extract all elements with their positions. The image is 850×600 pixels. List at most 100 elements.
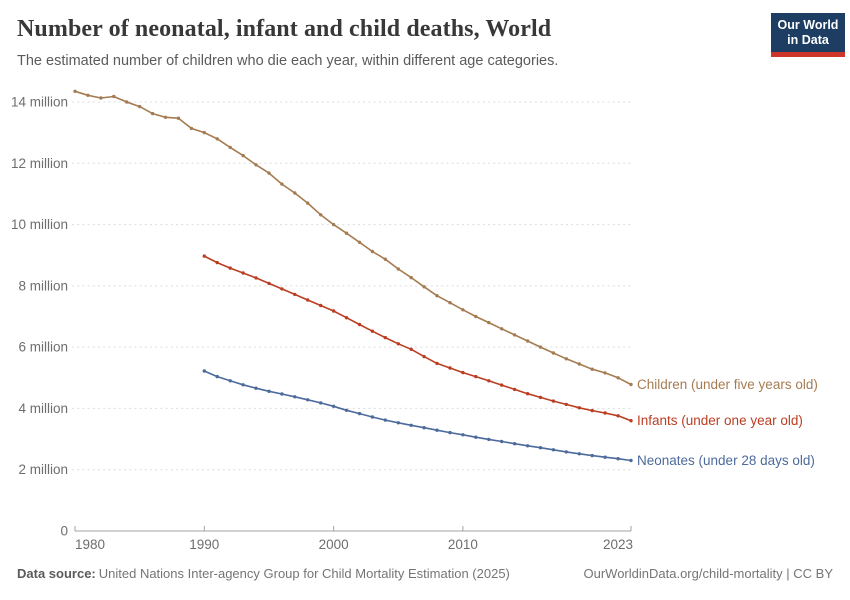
chart-footer: Data source: United Nations Inter-agency …: [17, 566, 833, 581]
data-point-infants-under-one: [331, 309, 336, 313]
data-point-children-under-five: [99, 96, 103, 100]
data-point-infants-under-one: [383, 335, 387, 340]
data-point-infants-under-one: [422, 354, 426, 359]
series-line-children-under-five: [74, 90, 632, 386]
data-point-children-under-five: [383, 257, 387, 261]
data-point-neonates-under-28-days: [487, 437, 491, 442]
data-point-infants-under-one: [293, 292, 297, 297]
data-point-infants-under-one: [215, 260, 219, 265]
data-point-infants-under-one: [306, 298, 310, 302]
data-point-children-under-five: [215, 137, 219, 141]
data-point-neonates-under-28-days: [448, 430, 452, 435]
owid-logo: Our World in Data: [771, 13, 845, 57]
data-point-children-under-five: [538, 345, 543, 349]
owid-logo-line2: in Data: [787, 33, 829, 47]
data-point-infants-under-one: [461, 370, 465, 375]
data-point-neonates-under-28-days: [254, 386, 258, 390]
data-point-infants-under-one: [396, 342, 400, 346]
data-point-children-under-five: [228, 145, 232, 150]
data-point-neonates-under-28-days: [500, 439, 504, 444]
y-axis-tick-label: 2 million: [18, 462, 68, 477]
y-axis-tick-label: 0: [60, 524, 68, 539]
y-axis-tick-label: 4 million: [18, 401, 68, 416]
data-point-children-under-five: [293, 191, 297, 195]
data-point-neonates-under-28-days: [590, 453, 594, 458]
data-point-children-under-five: [189, 126, 194, 131]
data-point-infants-under-one: [254, 276, 258, 280]
data-point-children-under-five: [138, 104, 142, 109]
data-point-children-under-five: [112, 94, 116, 99]
data-point-children-under-five: [487, 320, 491, 325]
data-point-infants-under-one: [487, 379, 491, 383]
data-point-neonates-under-28-days: [616, 457, 620, 461]
data-point-neonates-under-28-days: [267, 389, 271, 393]
data-point-infants-under-one: [629, 419, 633, 423]
series-label-infants-under-one: Infants (under one year old): [637, 413, 803, 428]
data-point-children-under-five: [525, 339, 530, 343]
owid-logo-line1: Our World: [777, 18, 839, 32]
data-point-neonates-under-28-days: [629, 458, 633, 463]
data-point-children-under-five: [254, 163, 258, 167]
data-point-neonates-under-28-days: [422, 426, 426, 430]
data-point-neonates-under-28-days: [603, 455, 607, 459]
attribution-link[interactable]: OurWorldinData.org/child-mortality | CC …: [583, 566, 834, 581]
data-point-infants-under-one: [538, 395, 543, 400]
data-point-children-under-five: [474, 314, 478, 319]
data-point-infants-under-one: [241, 271, 245, 275]
x-axis-tick-label: 1990: [189, 537, 219, 552]
data-point-children-under-five: [241, 153, 245, 158]
data-point-children-under-five: [370, 249, 375, 254]
data-point-neonates-under-28-days: [538, 446, 543, 450]
data-point-infants-under-one: [202, 254, 206, 258]
data-point-infants-under-one: [525, 392, 530, 396]
data-point-children-under-five: [577, 362, 581, 366]
data-point-neonates-under-28-days: [474, 435, 478, 439]
data-point-children-under-five: [163, 115, 168, 120]
data-point-children-under-five: [396, 267, 400, 271]
data-point-infants-under-one: [564, 402, 568, 407]
data-point-neonates-under-28-days: [409, 423, 413, 427]
data-source: Data source: United Nations Inter-agency …: [17, 566, 510, 581]
chart-subtitle: The estimated number of children who die…: [17, 53, 559, 69]
data-point-infants-under-one: [551, 399, 556, 403]
data-point-children-under-five: [461, 308, 465, 312]
data-point-infants-under-one: [435, 361, 439, 366]
x-axis-tick-label: 2000: [319, 537, 349, 552]
data-point-children-under-five: [267, 171, 271, 175]
data-point-children-under-five: [73, 89, 77, 94]
data-point-children-under-five: [176, 116, 181, 120]
data-point-infants-under-one: [448, 366, 452, 370]
data-point-children-under-five: [500, 327, 504, 331]
data-point-neonates-under-28-days: [383, 418, 387, 422]
data-point-children-under-five: [306, 201, 310, 205]
data-point-neonates-under-28-days: [512, 442, 517, 446]
data-point-neonates-under-28-days: [280, 392, 284, 396]
data-point-children-under-five: [564, 357, 568, 361]
data-point-infants-under-one: [357, 322, 362, 327]
data-point-infants-under-one: [474, 374, 478, 379]
data-point-children-under-five: [344, 231, 349, 235]
data-point-neonates-under-28-days: [344, 408, 349, 412]
data-point-neonates-under-28-days: [357, 411, 362, 416]
data-point-children-under-five: [357, 240, 362, 244]
data-point-neonates-under-28-days: [370, 415, 375, 419]
data-point-neonates-under-28-days: [525, 444, 530, 448]
x-axis-tick-label: 2023: [603, 537, 633, 552]
series-label-children-under-five: Children (under five years old): [637, 377, 818, 392]
data-point-neonates-under-28-days: [461, 433, 465, 437]
y-axis-tick-label: 8 million: [18, 278, 68, 293]
data-point-children-under-five: [409, 275, 413, 280]
y-axis-tick-label: 14 million: [11, 95, 68, 110]
data-point-children-under-five: [448, 301, 452, 305]
data-point-neonates-under-28-days: [202, 369, 206, 373]
data-point-neonates-under-28-days: [331, 404, 336, 408]
data-point-children-under-five: [603, 371, 607, 375]
data-point-children-under-five: [435, 294, 439, 298]
data-source-text: United Nations Inter-agency Group for Ch…: [98, 566, 510, 581]
data-point-neonates-under-28-days: [396, 421, 400, 425]
data-point-neonates-under-28-days: [577, 452, 581, 456]
data-point-infants-under-one: [344, 316, 349, 320]
y-axis-tick-label: 6 million: [18, 340, 68, 355]
